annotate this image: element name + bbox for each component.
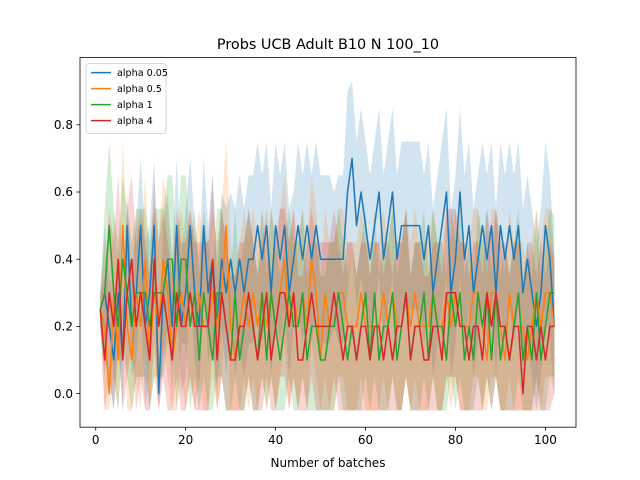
series-line-alpha-0-05: [99, 157, 556, 395]
legend-label-alpha-0-05: alpha 0.05: [117, 68, 168, 79]
y-tick-label: 0.0: [54, 387, 73, 401]
y-axis-ticks: 0.0 0.2 0.4 0.6 0.8: [54, 118, 80, 401]
legend: alpha 0.05 alpha 0.5 alpha 1 alpha 4: [85, 63, 168, 134]
x-tick-label: 60: [358, 433, 373, 447]
x-tick-label: 20: [178, 433, 193, 447]
legend-label-alpha-0-5: alpha 0.5: [117, 84, 162, 95]
x-tick-label: 80: [448, 433, 463, 447]
series-line-alpha-4: [99, 258, 555, 395]
legend-box: [85, 63, 167, 134]
x-tick-label: 0: [92, 433, 100, 447]
y-tick-label: 0.2: [54, 320, 73, 334]
x-tick-label: 40: [268, 433, 283, 447]
y-tick-label: 0.8: [54, 118, 73, 132]
x-axis-label: Number of batches: [271, 456, 386, 470]
y-tick-label: 0.4: [54, 252, 73, 266]
x-axis-ticks: 0 20 40 60 80 100: [92, 427, 557, 447]
y-tick-label: 0.6: [54, 185, 73, 199]
series-lines: [99, 157, 556, 395]
plot-area-frame: [79, 57, 577, 428]
band-alpha-0-05: [100, 81, 555, 411]
chart-title: Probs UCB Adult B10 N 100_10: [217, 37, 439, 53]
x-tick-label: 100: [534, 433, 557, 447]
legend-label-alpha-4: alpha 4: [117, 116, 153, 127]
legend-label-alpha-1: alpha 1: [117, 100, 153, 111]
